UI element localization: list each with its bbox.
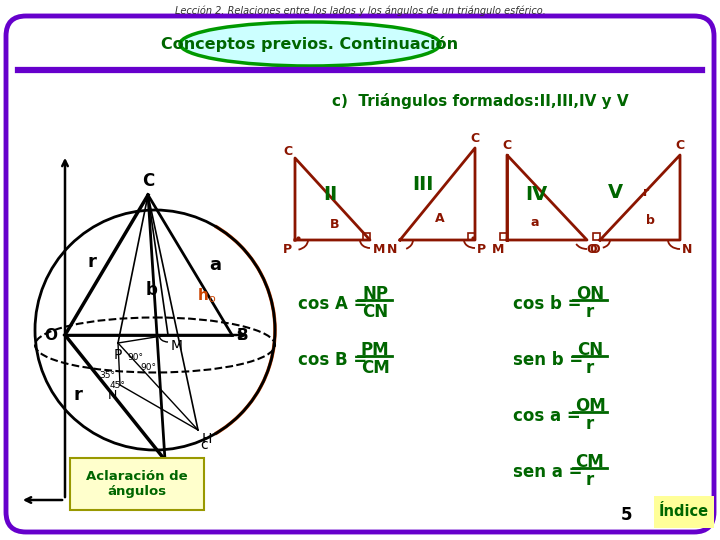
- Text: r: r: [586, 303, 594, 321]
- Text: 35°: 35°: [99, 370, 115, 380]
- Text: C: C: [470, 132, 480, 145]
- Text: cos b =: cos b =: [513, 295, 588, 313]
- Text: CN: CN: [577, 341, 603, 359]
- Text: c)  Triángulos formados:II,III,IV y V: c) Triángulos formados:II,III,IV y V: [332, 93, 629, 109]
- Text: III: III: [413, 176, 433, 194]
- Bar: [593, 233, 600, 240]
- Text: r: r: [586, 471, 594, 489]
- Text: P: P: [114, 348, 122, 362]
- Text: r: r: [73, 386, 82, 404]
- Text: CM: CM: [361, 359, 390, 377]
- Text: CN: CN: [362, 303, 388, 321]
- Text: CM: CM: [575, 453, 604, 471]
- Text: ON: ON: [576, 285, 604, 303]
- Text: O: O: [586, 243, 597, 256]
- Text: M: M: [171, 339, 183, 353]
- FancyBboxPatch shape: [6, 16, 714, 532]
- Ellipse shape: [180, 22, 440, 66]
- Text: cos a =: cos a =: [513, 407, 587, 425]
- Text: Conceptos previos. Continuación: Conceptos previos. Continuación: [161, 36, 459, 52]
- Text: r: r: [586, 359, 594, 377]
- Text: N: N: [387, 243, 397, 256]
- Text: cos A =: cos A =: [298, 295, 373, 313]
- Text: A: A: [435, 212, 445, 225]
- Text: C: C: [284, 145, 293, 158]
- Text: OM: OM: [575, 397, 606, 415]
- Text: sen a =: sen a =: [513, 463, 588, 481]
- Text: r: r: [88, 253, 96, 271]
- Text: NP: NP: [362, 285, 388, 303]
- Text: r: r: [643, 186, 649, 199]
- Text: N: N: [682, 243, 693, 256]
- Text: M: M: [373, 243, 385, 256]
- Text: C: C: [675, 139, 685, 152]
- Text: N: N: [107, 389, 117, 402]
- Text: B: B: [330, 219, 340, 232]
- Text: O: O: [44, 327, 57, 342]
- Text: P: P: [283, 243, 292, 256]
- Text: M: M: [492, 243, 504, 256]
- Text: c: c: [200, 438, 207, 452]
- Text: H: H: [202, 432, 212, 446]
- Text: V: V: [608, 184, 623, 202]
- Text: A: A: [158, 465, 171, 483]
- Text: 90°: 90°: [140, 363, 156, 373]
- Bar: [363, 233, 370, 240]
- Bar: [468, 233, 475, 240]
- Text: a: a: [209, 256, 221, 274]
- Text: cos B =: cos B =: [298, 351, 373, 369]
- Text: O: O: [589, 243, 600, 256]
- Text: 90°: 90°: [127, 354, 143, 362]
- Text: o: o: [208, 294, 215, 304]
- Text: PM: PM: [361, 341, 390, 359]
- Bar: [500, 233, 507, 240]
- Text: b: b: [646, 213, 654, 226]
- Text: h: h: [198, 287, 209, 302]
- Text: b: b: [146, 281, 158, 299]
- FancyBboxPatch shape: [70, 458, 204, 510]
- Text: Índice: Índice: [659, 504, 709, 519]
- Text: Aclaración de
ángulos: Aclaración de ángulos: [86, 470, 188, 498]
- Text: 5: 5: [621, 506, 633, 524]
- Text: B: B: [237, 327, 248, 342]
- Text: C: C: [142, 172, 154, 190]
- Text: II: II: [323, 186, 337, 205]
- Text: Lección 2. Relaciones entre los lados y los ángulos de un triángulo esférico.: Lección 2. Relaciones entre los lados y …: [174, 6, 546, 17]
- FancyBboxPatch shape: [654, 496, 714, 528]
- Text: sen b =: sen b =: [513, 351, 589, 369]
- Text: 45°: 45°: [110, 381, 126, 389]
- Text: IV: IV: [525, 186, 547, 205]
- Text: r: r: [586, 415, 594, 433]
- Text: P: P: [477, 243, 486, 256]
- Text: C: C: [503, 139, 512, 152]
- Text: a: a: [531, 215, 539, 228]
